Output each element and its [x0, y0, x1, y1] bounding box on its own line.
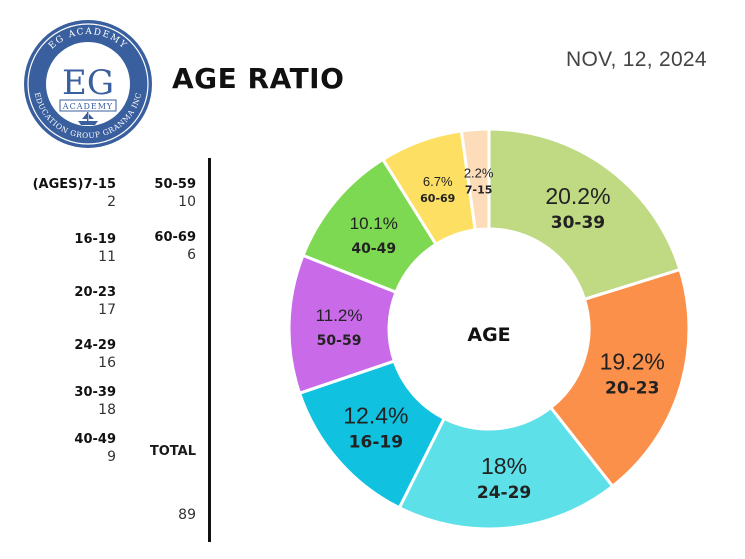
slice-category-label: 50-59 — [317, 333, 362, 349]
stat-label: 60-69 — [154, 230, 196, 245]
slice-percent-label: 20.2% — [545, 183, 610, 209]
stat-value: 9 — [107, 449, 116, 465]
stat-value: 10 — [178, 194, 196, 210]
slice-percent-label: 18% — [481, 453, 527, 479]
slice-category-label: 24-29 — [477, 483, 531, 503]
stat-ages-30-39: 30-39 18 — [74, 385, 116, 419]
stat-label: 20-23 — [74, 285, 116, 300]
logo-banner-text: ACADEMY — [62, 102, 113, 111]
slice-category-label: 20-23 — [605, 379, 659, 399]
slice-percent-label: 10.1% — [350, 214, 398, 233]
slice-percent-label: 12.4% — [343, 402, 408, 428]
stat-label: 16-19 — [74, 232, 116, 247]
stat-label: 40-49 — [74, 432, 116, 447]
column-divider — [208, 158, 211, 542]
slice-percent-label: 19.2% — [600, 349, 665, 375]
donut-center-label: AGE — [467, 324, 510, 346]
slice-percent-label: 2.2% — [464, 165, 494, 180]
stat-ages-40-49: 40-49 9 — [74, 432, 116, 466]
slice-category-label: 40-49 — [351, 241, 396, 257]
stat-ages-20-23: 20-23 17 — [74, 285, 116, 319]
logo-monogram: EG — [62, 63, 114, 103]
stat-value: 18 — [98, 402, 116, 418]
total-label: TOTAL — [149, 444, 196, 459]
slice-percent-label: 6.7% — [423, 174, 453, 189]
slice-category-label: 60-69 — [420, 192, 455, 205]
academy-logo: EG ACADEMY EDUCATION GROUP GRANMA INC EG… — [24, 20, 152, 148]
slice-percent-label: 11.2% — [316, 306, 363, 325]
stat-value: 17 — [98, 302, 116, 318]
stat-ages-60-69: 60-69 6 — [154, 230, 196, 264]
stat-ages-24-29: 24-29 16 — [74, 338, 116, 372]
stat-ages-7-15: (AGES)7-15 2 — [33, 177, 116, 211]
stat-ages-16-19: 16-19 11 — [74, 232, 116, 266]
ship-icon — [78, 112, 98, 125]
stat-label: (AGES)7-15 — [32, 177, 116, 192]
stat-label: 50-59 — [154, 177, 196, 192]
slice-category-label: 7-15 — [465, 183, 493, 196]
page-title: AGE RATIO — [172, 62, 345, 95]
stat-value: 16 — [98, 355, 116, 371]
slice-category-label: 16-19 — [349, 432, 403, 452]
date-label: NOV, 12, 2024 — [566, 48, 707, 71]
stat-value: 6 — [187, 247, 196, 263]
donut-hole — [389, 229, 589, 429]
total-value: 89 — [178, 507, 196, 523]
stat-value: 11 — [98, 249, 116, 265]
stat-label: 30-39 — [74, 385, 116, 400]
slice-category-label: 30-39 — [551, 213, 605, 233]
stat-label: 24-29 — [74, 338, 116, 353]
stat-value: 2 — [107, 194, 116, 210]
stat-ages-50-59: 50-59 10 — [154, 177, 196, 211]
